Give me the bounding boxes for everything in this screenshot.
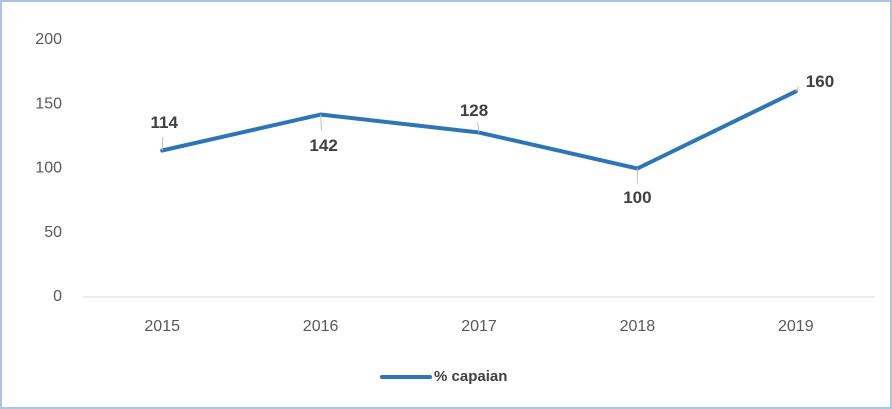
y-tick-label: 0 [53, 288, 62, 305]
x-tick-label: 2018 [620, 318, 656, 335]
data-label: 142 [309, 136, 337, 155]
legend-label: % capaian [434, 368, 507, 385]
data-label: 114 [150, 113, 178, 132]
leader-line [795, 86, 800, 92]
y-tick-label: 200 [35, 31, 62, 48]
y-tick-label: 50 [44, 224, 62, 241]
leader-line [477, 121, 480, 133]
y-tick-label: 100 [35, 160, 62, 177]
x-tick-label: 2015 [144, 318, 180, 335]
x-tick-label: 2017 [461, 318, 497, 335]
x-tick-label: 2016 [303, 318, 339, 335]
data-label: 100 [623, 188, 651, 207]
leader-line [161, 136, 164, 151]
x-tick-label: 2019 [778, 318, 814, 335]
leader-line [320, 114, 322, 131]
y-tick-label: 150 [35, 95, 62, 112]
data-label: 128 [460, 101, 488, 120]
data-label: 160 [806, 72, 834, 91]
